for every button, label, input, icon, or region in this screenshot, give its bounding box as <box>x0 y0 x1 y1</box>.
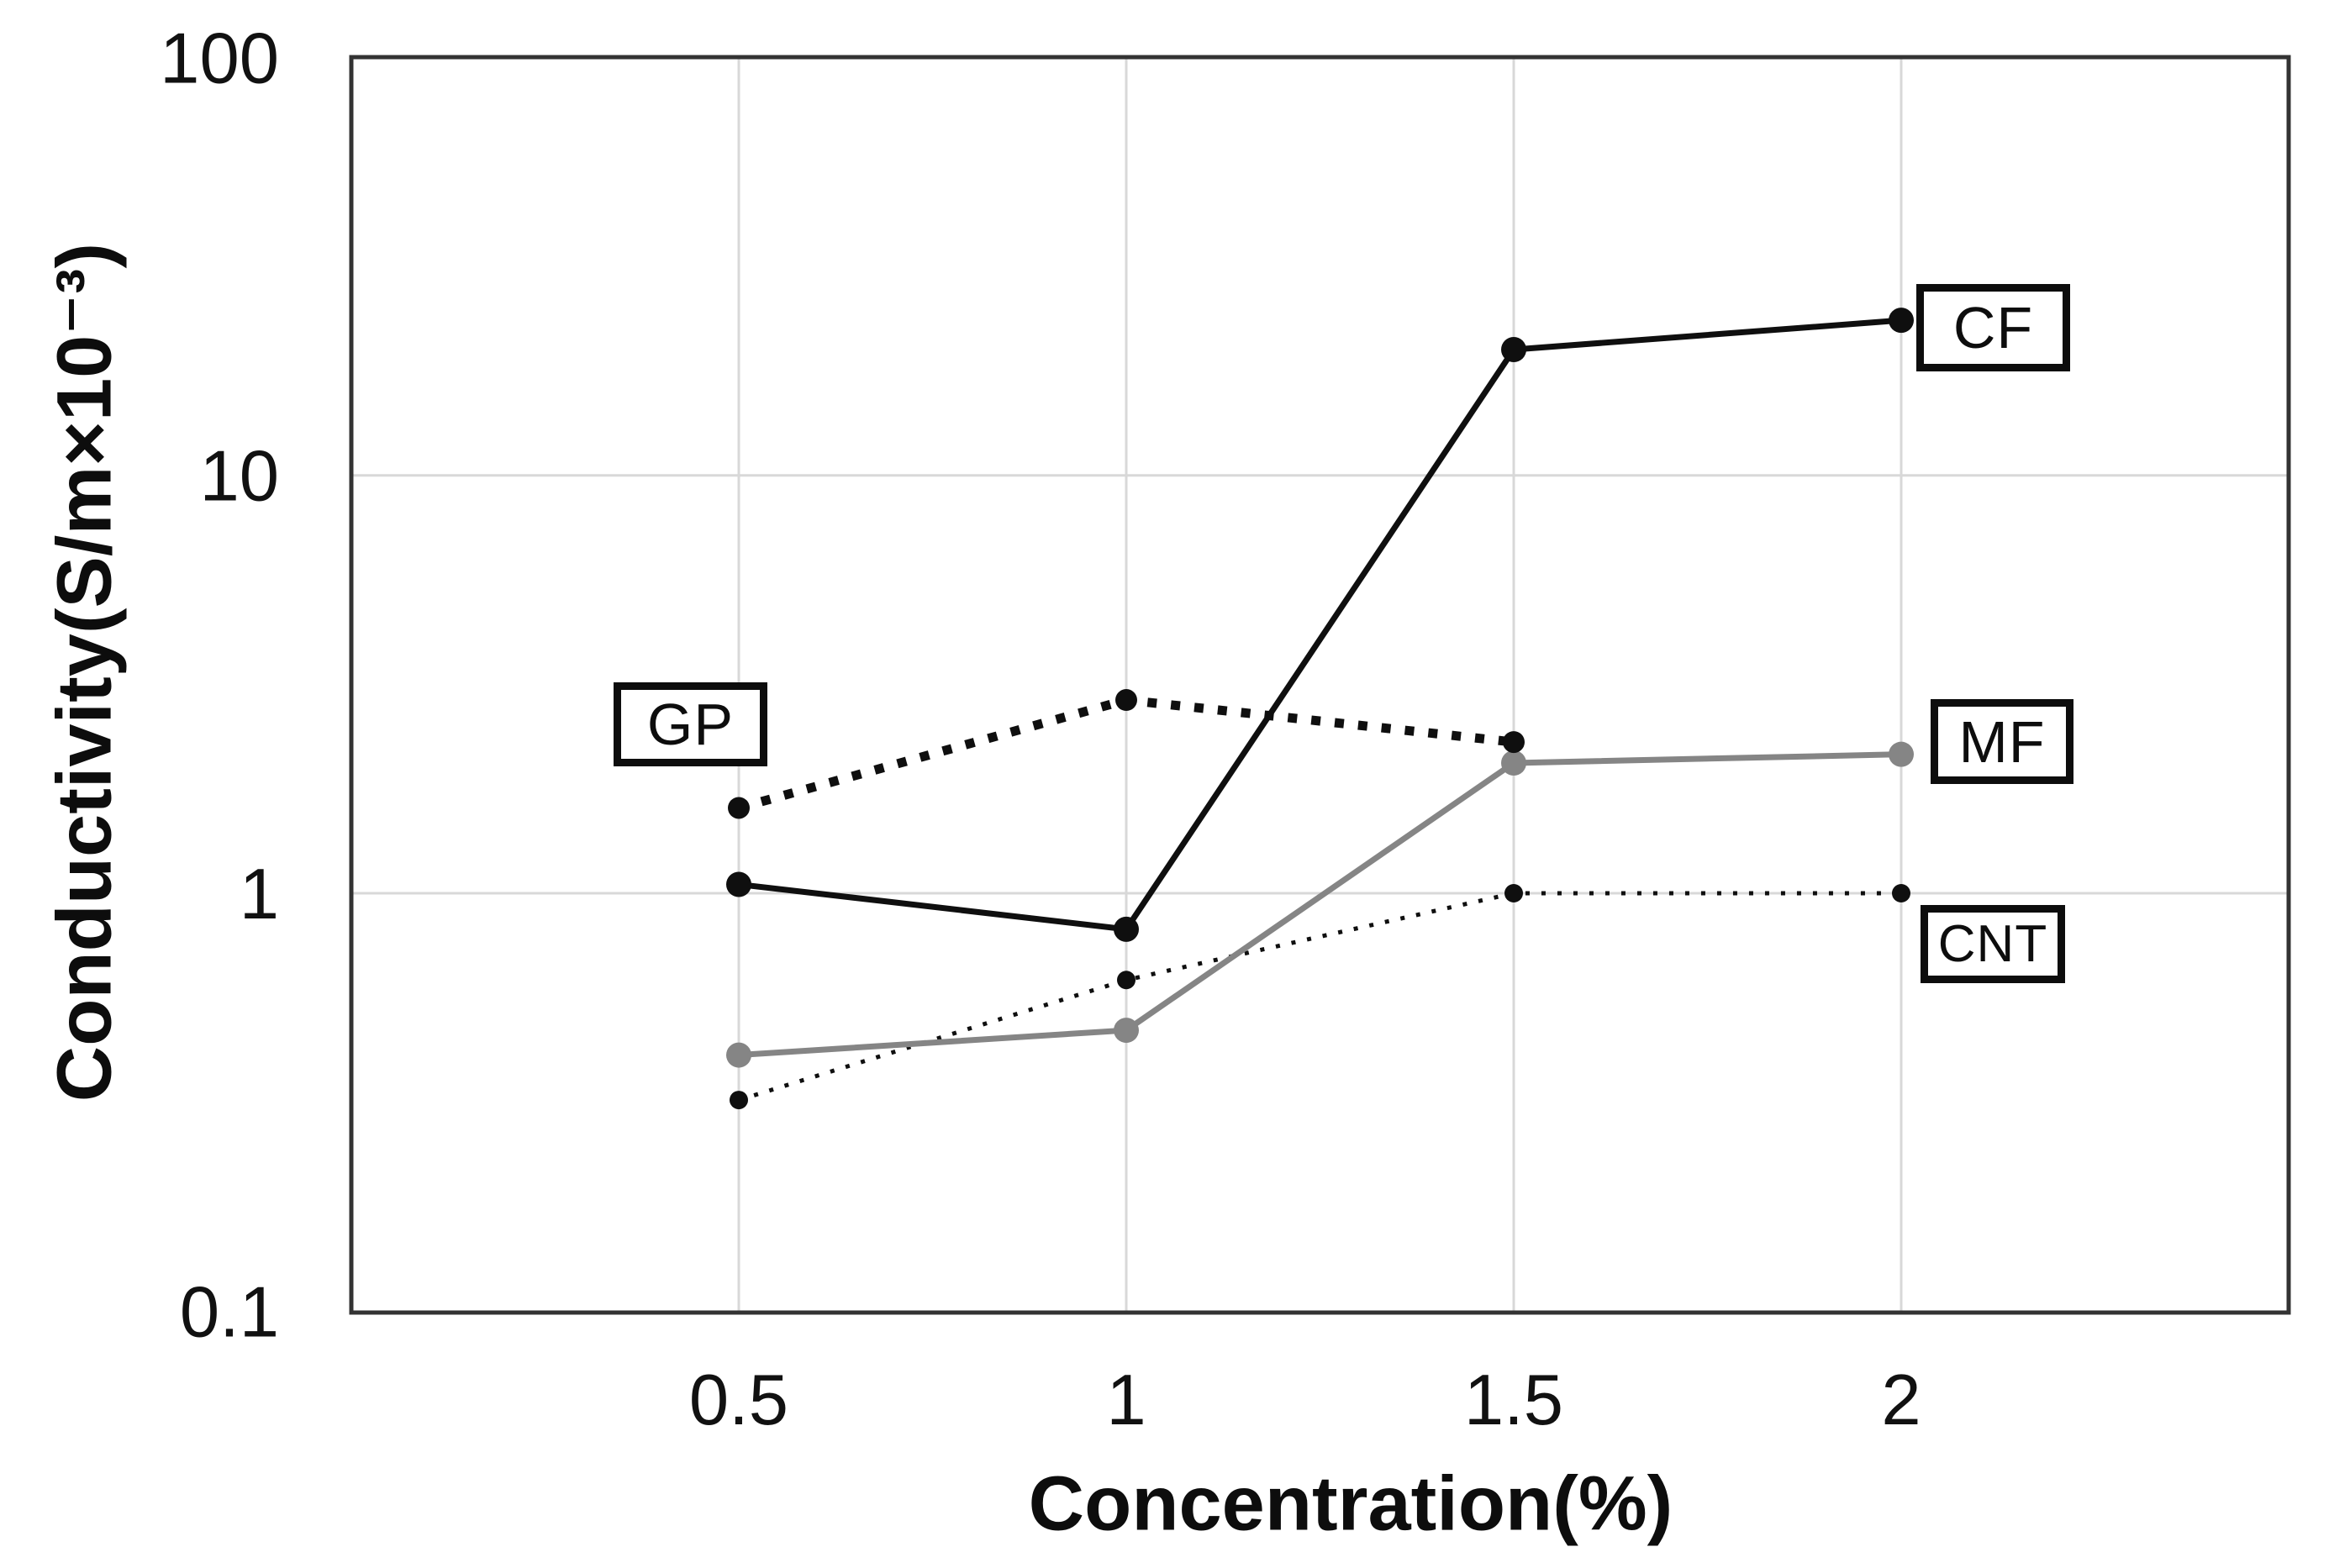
series-line-cnt <box>738 891 1901 1102</box>
data-point-cnt <box>1892 884 1910 902</box>
data-point-cnt <box>1117 971 1136 990</box>
data-point-cf <box>726 871 751 897</box>
data-point-cnt <box>730 1091 748 1110</box>
data-point-cf <box>1114 916 1139 942</box>
x-tick-label: 1.5 <box>1464 1360 1563 1440</box>
data-point-cnt <box>1504 884 1523 902</box>
series-line-mf <box>738 751 1902 1059</box>
data-point-mf <box>1114 1018 1139 1044</box>
y-tick-label: 1 <box>240 855 279 934</box>
plot-frame <box>349 55 2291 1315</box>
data-point-gp <box>1115 689 1137 712</box>
series-label-mf: MF <box>1931 699 2073 784</box>
data-point-gp <box>1503 731 1525 754</box>
x-tick-label: 1 <box>1106 1360 1146 1440</box>
y-tick-label: 10 <box>199 437 279 517</box>
x-tick-label: 0.5 <box>689 1360 788 1440</box>
series-label-gp: GP <box>614 682 767 766</box>
series-label-cnt: CNT <box>1921 905 2065 983</box>
y-axis-title: Conductivity(S/m×10⁻³) <box>41 242 128 1102</box>
y-tick-label: 100 <box>160 18 279 98</box>
data-point-mf <box>726 1042 751 1068</box>
data-point-gp <box>728 797 750 819</box>
data-point-cf <box>1501 336 1526 362</box>
series-line-cf <box>738 317 1902 933</box>
data-point-mf <box>1501 750 1526 776</box>
series-label-cf: CF <box>1916 284 2070 371</box>
data-point-cf <box>1889 308 1914 334</box>
x-tick-label: 2 <box>1881 1360 1921 1440</box>
y-tick-label: 0.1 <box>180 1272 279 1352</box>
x-axis-title: Concentration(%) <box>1028 1460 1673 1547</box>
data-point-mf <box>1889 741 1914 767</box>
